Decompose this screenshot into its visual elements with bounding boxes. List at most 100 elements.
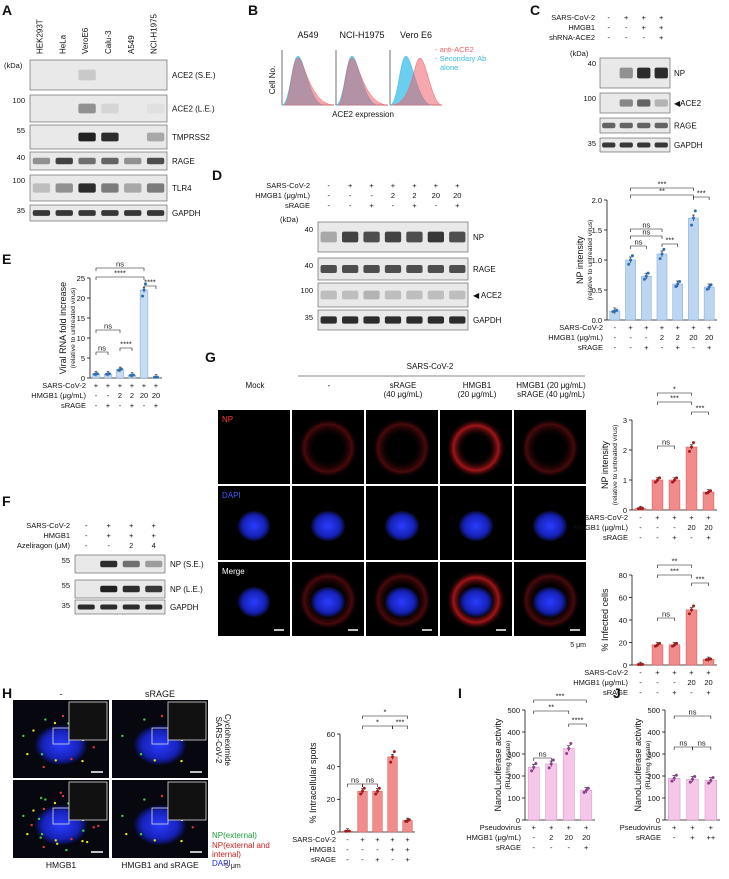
blot-A-tlr4 (30, 175, 167, 201)
np-spot (40, 797, 42, 799)
condition-value: + (644, 343, 649, 352)
blot-label: NP (L.E.) (170, 585, 203, 594)
blot-band (449, 265, 465, 273)
nucleus (533, 587, 567, 617)
sig-label: ns (116, 260, 124, 269)
condition-table: SARS-CoV-2- + + + +HMGB1 (μg/mL) - - -20 20sRAGE… (573, 513, 712, 542)
blot-band (602, 142, 615, 147)
np-spot (55, 759, 57, 761)
blot-band (124, 210, 141, 216)
condition-value: + (152, 521, 157, 530)
blot-band (321, 291, 337, 300)
condition-value: - (533, 833, 536, 842)
data-point (615, 309, 618, 312)
condition-value: - (656, 678, 659, 687)
condition-label: SARS-CoV-2 (584, 668, 628, 677)
blot-frame (30, 95, 167, 122)
blot-band (100, 586, 117, 592)
blot-band (78, 158, 95, 164)
np-spot (38, 818, 40, 820)
condition-value: - (346, 835, 349, 844)
np-spot (54, 722, 56, 724)
condition-label: HMGB1 (568, 23, 595, 32)
condition-value: 2 (130, 391, 134, 400)
condition-value: + (375, 855, 380, 864)
kda-label: (kDa) (4, 61, 23, 70)
y-tick-label: 20 (327, 795, 335, 804)
sig-label: *** (697, 189, 706, 198)
blot-F (75, 580, 165, 598)
np-spot (192, 826, 194, 828)
condition-label: Pseudovirus (620, 823, 662, 832)
condition-value: - (673, 833, 676, 842)
blot-A-gapdh (30, 205, 167, 221)
nucleus (238, 587, 270, 617)
condition-value: 20 (453, 191, 461, 200)
blot-C (600, 58, 670, 88)
condition-value: - (639, 513, 642, 522)
bar (705, 780, 717, 820)
chart-G-np: 0 1 2 3 NP intensity (relative to untreated v… (600, 385, 717, 515)
condition-value: + (154, 401, 159, 410)
condition-value: - (85, 521, 88, 530)
condition-value: + (690, 833, 695, 842)
blot-band (101, 210, 118, 216)
condition-table: SARS-CoV-2- + + + + + +HMGB1 (μg/mL) - - -2 2 20 20s… (548, 323, 713, 352)
condition-value: - (661, 343, 664, 352)
condition-value: + (672, 513, 677, 522)
sig-label: * (384, 708, 387, 717)
histogram-anti-ace2 (338, 58, 388, 105)
y-tick-label: 10 (77, 334, 85, 343)
condition-value: 20 (432, 191, 440, 200)
blot-label: RAGE (674, 122, 697, 131)
blot-band (78, 104, 95, 114)
condition-value: + (118, 381, 123, 390)
data-point (647, 272, 650, 275)
np-spot (62, 715, 64, 717)
np-spot (42, 766, 44, 768)
blot-band (406, 232, 422, 243)
data-point (661, 253, 664, 256)
data-point (676, 283, 679, 286)
condition-value: 20 (152, 391, 160, 400)
condition-label: Azeliragon (μM) (17, 541, 71, 550)
sig-label: ns (366, 776, 374, 785)
blot-band (78, 70, 95, 81)
panel-letter: E (2, 251, 11, 267)
condition-value: - (95, 391, 98, 400)
condition-table: SARS-CoV-2- + + + +HMGB1 (μg/mL) - - -20 20sRAGE… (573, 668, 712, 697)
blot-band (363, 291, 379, 300)
condition-value: - (435, 201, 438, 210)
blot-band (406, 265, 422, 273)
blot-label: GAPDH (170, 603, 199, 612)
condition-value: - (346, 855, 349, 864)
condition-value: - (625, 33, 628, 42)
legend-secondary: - Secondary Ab (435, 54, 486, 63)
blot-C (600, 138, 670, 152)
scale-label: 5 μm (225, 863, 241, 870)
np-spot (55, 839, 57, 841)
blot-band (145, 586, 162, 592)
condition-value: + (375, 835, 380, 844)
blot-band (449, 316, 465, 323)
blot-band (145, 604, 162, 609)
condition-label: shRNA-ACE2 (549, 33, 595, 42)
data-point (691, 778, 694, 781)
chart-H: 0204060% Intracellular spots** ***ns ns (308, 708, 415, 837)
condition-value: + (549, 823, 554, 832)
blot-band (385, 265, 401, 273)
condition-value: + (642, 23, 647, 32)
condition-value: - (327, 201, 330, 210)
sig-label: ns (662, 438, 670, 447)
blot-A-tmprss2 (30, 125, 167, 149)
panel-letter: D (212, 167, 222, 183)
panel-letter: H (2, 685, 12, 701)
np-spot (97, 825, 99, 827)
data-point (389, 761, 392, 764)
condition-label: SARS-CoV-2 (26, 521, 70, 530)
lane-label: HEK293T (36, 19, 45, 54)
blot-band (101, 104, 118, 114)
blot-band (620, 123, 633, 128)
data-point (658, 642, 661, 645)
data-point (565, 752, 568, 755)
